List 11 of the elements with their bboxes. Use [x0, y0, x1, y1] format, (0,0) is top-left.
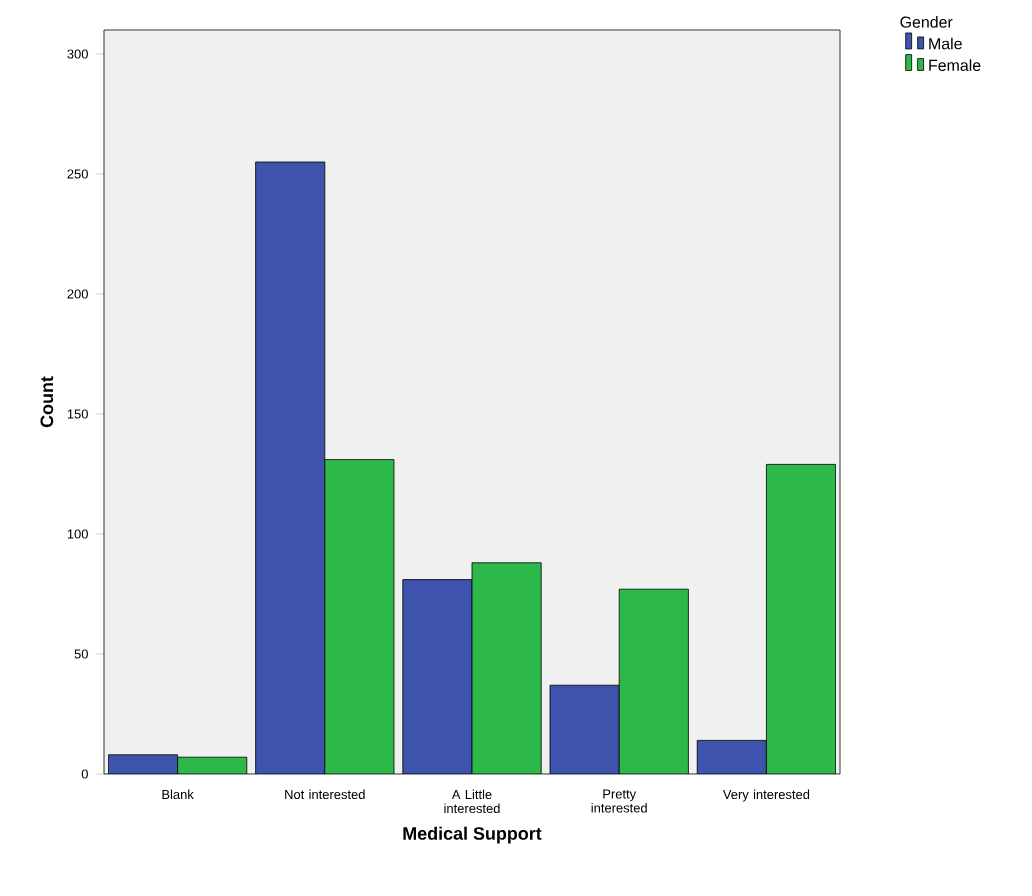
bar: [696, 740, 767, 774]
bar: [255, 161, 325, 774]
bar: [402, 579, 472, 774]
bar: [550, 685, 620, 774]
x-axis-title: Medical Support: [403, 826, 542, 844]
bar: [108, 754, 178, 774]
bar: [472, 562, 542, 774]
y-axis-title: Count: [40, 376, 54, 428]
bar: [619, 589, 689, 774]
bar: [766, 463, 836, 774]
bar: [324, 459, 394, 774]
